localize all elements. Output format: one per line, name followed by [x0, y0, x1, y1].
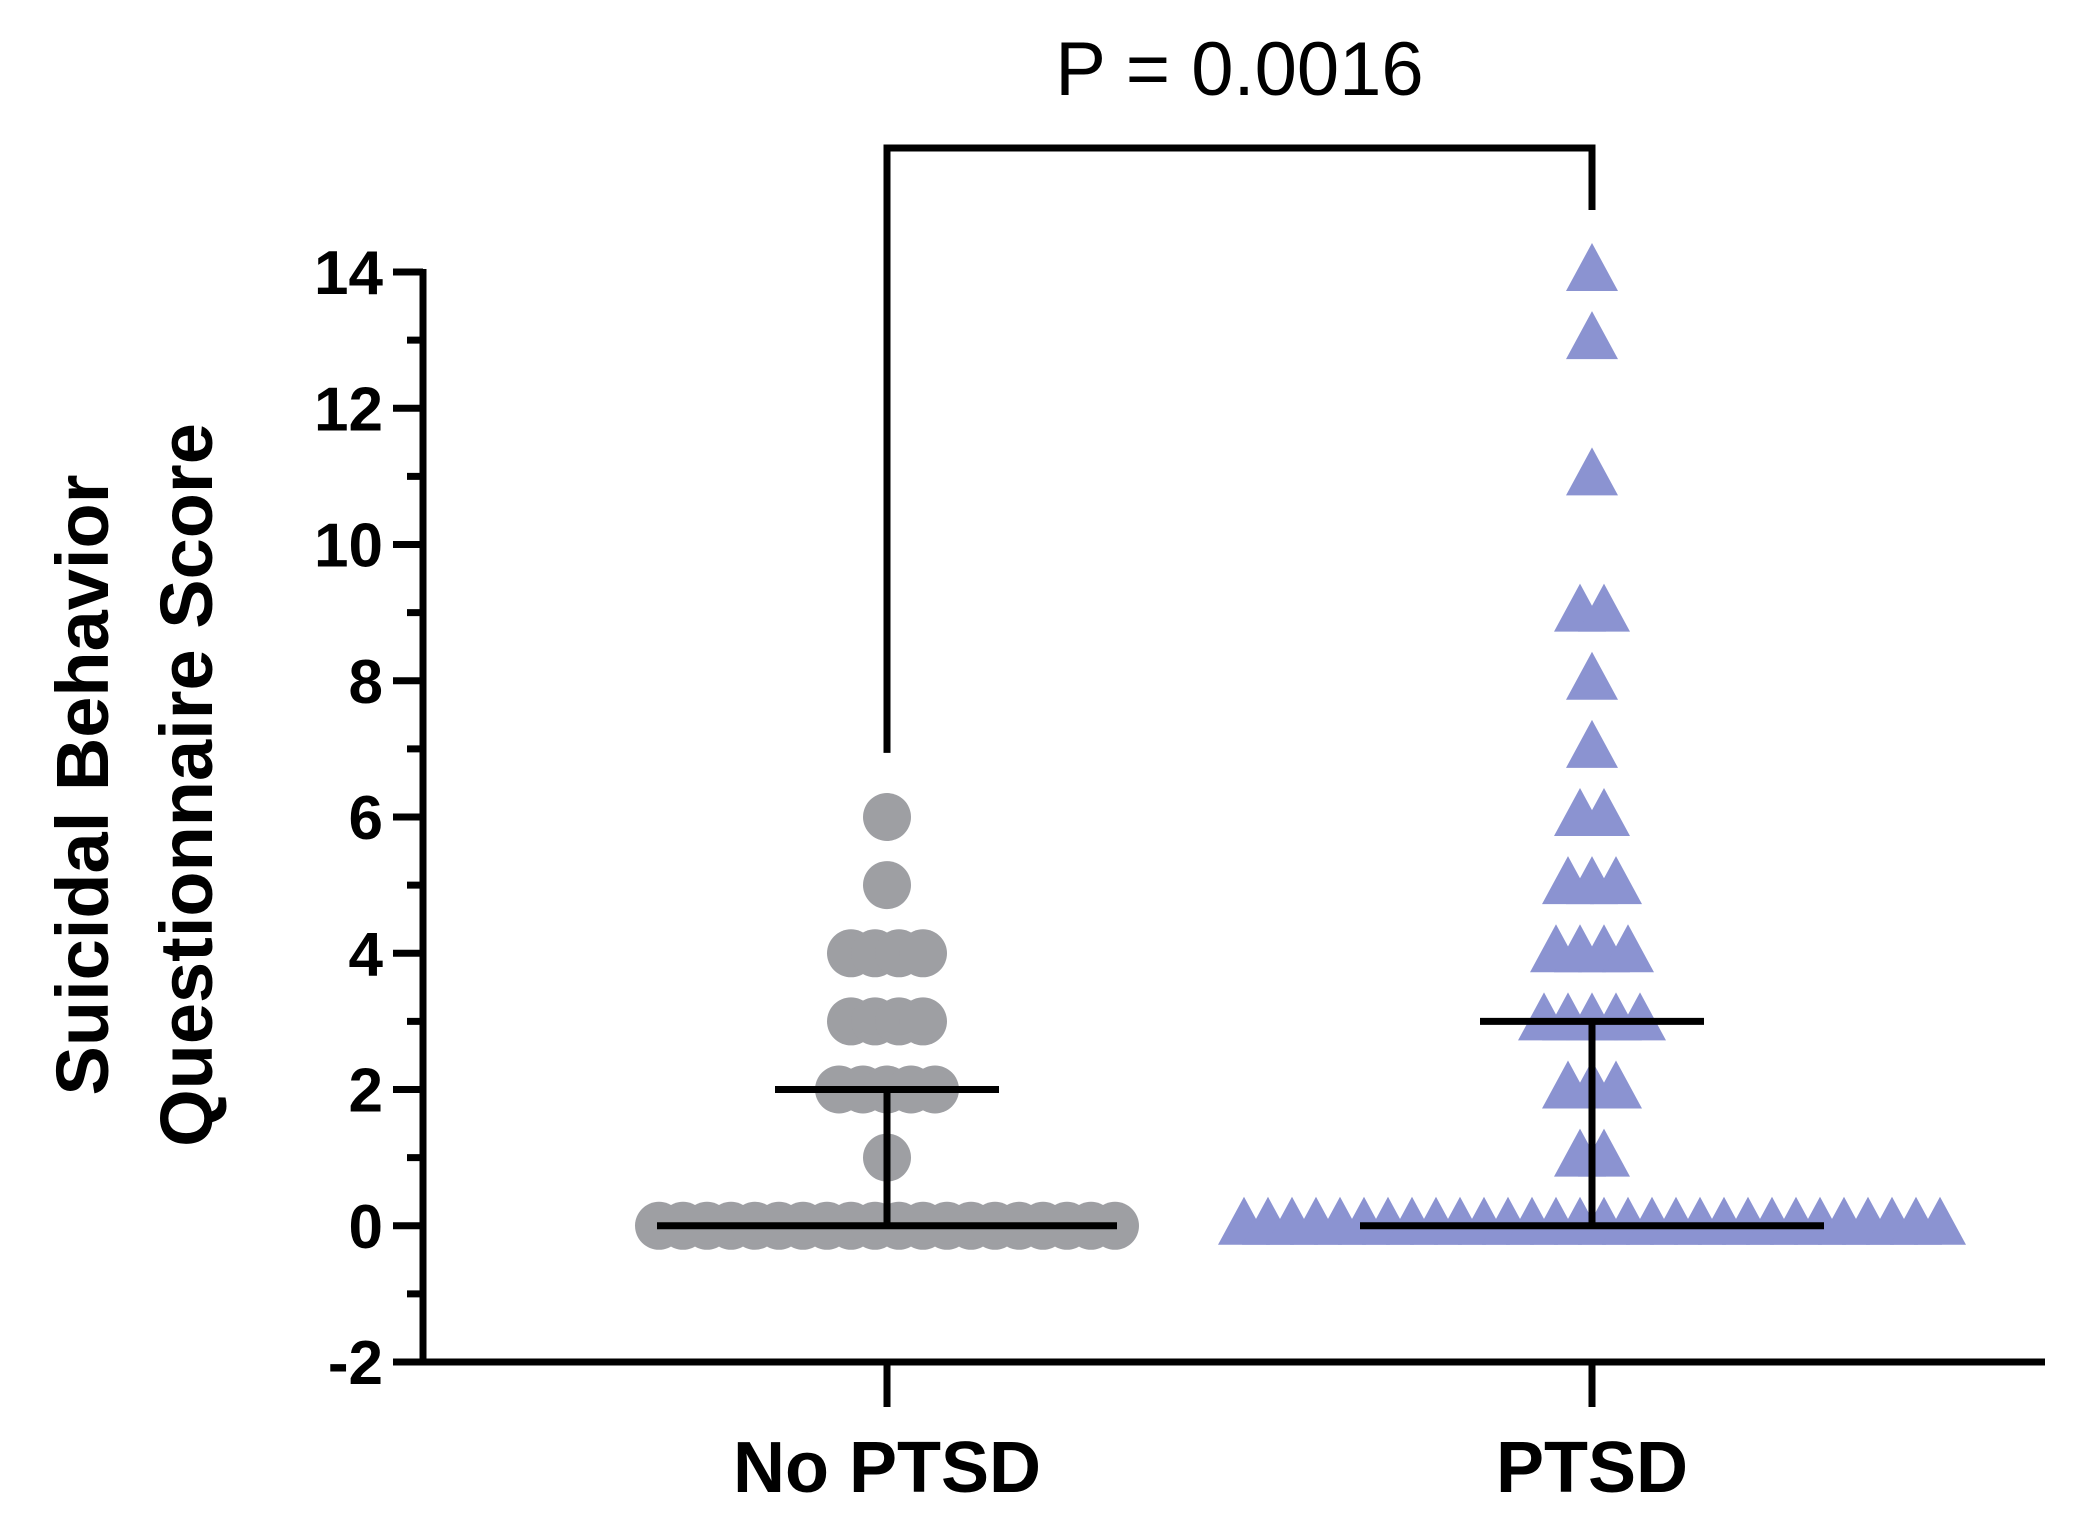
y-tick-label: 8 [349, 648, 383, 717]
y-axis-title-line: Suicidal Behavior [41, 475, 124, 1096]
y-axis-title-line: Questionnaire Score [145, 423, 228, 1147]
data-point-triangle [1566, 311, 1618, 360]
data-point-triangle [1914, 1196, 1966, 1245]
significance-bracket [883, 144, 1596, 753]
data-point-circle [899, 929, 947, 978]
y-tick-label: 2 [349, 1057, 383, 1126]
y-tick-label: 10 [314, 512, 383, 581]
y-tick-label: 0 [349, 1193, 383, 1262]
summary-bars-layer [657, 1017, 1824, 1230]
data-point-triangle [1602, 924, 1654, 973]
data-point-triangle [1566, 243, 1618, 291]
y-tick-label: 12 [314, 375, 383, 444]
y-tick-label: 14 [314, 239, 383, 308]
labels-layer: -2 0 2 4 6 8 10 12 14 No PTSD PTSD Suicidal Behavio… [41, 27, 1688, 1508]
x-category-label: No PTSD [733, 1428, 1041, 1508]
axes-layer [393, 144, 2045, 1407]
data-points-layer [635, 243, 1966, 1250]
p-value-label: P = 0.0016 [1055, 27, 1423, 112]
x-category-label: PTSD [1496, 1428, 1688, 1508]
y-tick-label: 4 [349, 920, 384, 989]
data-point-circle [863, 861, 911, 910]
data-point-triangle [1614, 992, 1666, 1041]
data-point-triangle [1566, 719, 1618, 768]
data-point-circle [899, 997, 947, 1046]
y-tick-label: 6 [349, 784, 383, 853]
data-point-triangle [1578, 788, 1630, 836]
data-point-triangle [1578, 583, 1630, 632]
data-point-triangle [1566, 447, 1618, 496]
data-point-circle [863, 793, 911, 841]
data-point-triangle [1590, 1060, 1642, 1109]
y-tick-label: -2 [328, 1329, 383, 1398]
data-point-triangle [1590, 856, 1642, 905]
data-point-triangle [1566, 651, 1618, 700]
